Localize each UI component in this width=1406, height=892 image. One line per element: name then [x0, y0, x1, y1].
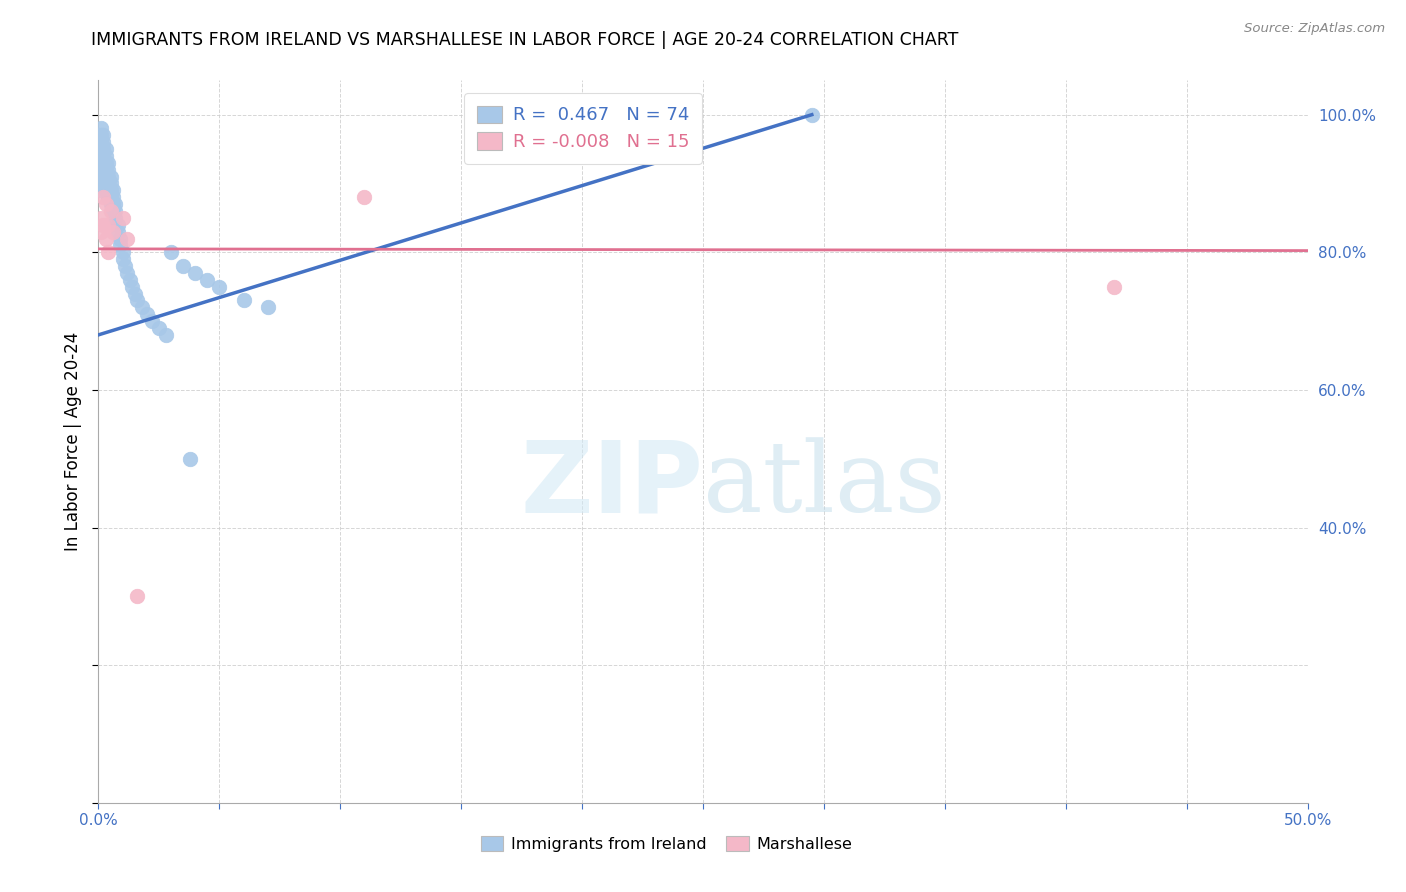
- Point: [94, 231, 117, 245]
- Point: [97, 190, 120, 204]
- Point: [155, 327, 177, 342]
- Point: [117, 266, 139, 280]
- Point: [91, 169, 114, 184]
- Point: [172, 259, 194, 273]
- Point: [91, 135, 114, 149]
- Point: [179, 451, 201, 466]
- Point: [160, 245, 183, 260]
- Point: [184, 266, 207, 280]
- Point: [91, 218, 114, 232]
- Point: [91, 162, 114, 177]
- Point: [148, 321, 170, 335]
- Point: [97, 218, 120, 232]
- Text: atlas: atlas: [703, 437, 946, 533]
- Point: [90, 149, 112, 163]
- Legend: Immigrants from Ireland, Marshallese: Immigrants from Ireland, Marshallese: [472, 828, 860, 860]
- Point: [127, 590, 149, 604]
- Text: IMMIGRANTS FROM IRELAND VS MARSHALLESE IN LABOR FORCE | AGE 20-24 CORRELATION CH: IMMIGRANTS FROM IRELAND VS MARSHALLESE I…: [91, 31, 959, 49]
- Point: [100, 204, 122, 219]
- Point: [90, 177, 112, 191]
- Point: [90, 162, 112, 177]
- Point: [101, 183, 124, 197]
- Point: [111, 245, 134, 260]
- Point: [90, 225, 112, 239]
- Point: [141, 314, 163, 328]
- Point: [87, 142, 110, 156]
- Point: [101, 190, 124, 204]
- Point: [91, 177, 114, 191]
- Point: [97, 162, 120, 177]
- Point: [127, 293, 149, 308]
- Point: [100, 197, 122, 211]
- Point: [97, 169, 120, 184]
- Point: [208, 279, 231, 293]
- Point: [90, 142, 112, 156]
- Point: [100, 183, 122, 197]
- Point: [94, 183, 117, 197]
- Point: [104, 211, 127, 225]
- Point: [131, 301, 153, 315]
- Point: [94, 156, 117, 170]
- Point: [100, 190, 122, 204]
- Point: [87, 135, 110, 149]
- Point: [100, 169, 122, 184]
- Point: [100, 177, 122, 191]
- Point: [90, 211, 112, 225]
- Point: [1102, 279, 1125, 293]
- Point: [256, 301, 278, 315]
- Point: [91, 128, 114, 143]
- Text: Source: ZipAtlas.com: Source: ZipAtlas.com: [1244, 22, 1385, 36]
- Point: [91, 149, 114, 163]
- Point: [800, 108, 823, 122]
- Point: [101, 204, 124, 219]
- Point: [91, 190, 114, 204]
- Point: [91, 156, 114, 170]
- Point: [104, 204, 127, 219]
- Point: [94, 162, 117, 177]
- Point: [107, 225, 129, 239]
- Point: [121, 279, 143, 293]
- Point: [87, 156, 110, 170]
- Text: ZIP: ZIP: [520, 436, 703, 533]
- Point: [111, 252, 134, 267]
- Point: [114, 259, 136, 273]
- Point: [94, 149, 117, 163]
- Point: [90, 156, 112, 170]
- Point: [94, 142, 117, 156]
- Point: [94, 177, 117, 191]
- Point: [87, 149, 110, 163]
- Y-axis label: In Labor Force | Age 20-24: In Labor Force | Age 20-24: [63, 332, 82, 551]
- Point: [91, 142, 114, 156]
- Point: [195, 273, 218, 287]
- Point: [104, 197, 127, 211]
- Point: [94, 197, 117, 211]
- Point: [94, 169, 117, 184]
- Point: [90, 135, 112, 149]
- Point: [90, 169, 112, 184]
- Point: [108, 231, 131, 245]
- Point: [232, 293, 254, 308]
- Point: [90, 121, 112, 136]
- Point: [135, 307, 157, 321]
- Point: [90, 183, 112, 197]
- Point: [107, 218, 129, 232]
- Point: [97, 183, 120, 197]
- Point: [101, 225, 124, 239]
- Point: [124, 286, 146, 301]
- Point: [353, 190, 375, 204]
- Point: [90, 128, 112, 143]
- Point: [118, 273, 141, 287]
- Point: [101, 197, 124, 211]
- Point: [117, 231, 139, 245]
- Point: [97, 156, 120, 170]
- Point: [97, 177, 120, 191]
- Point: [108, 238, 131, 252]
- Point: [97, 245, 120, 260]
- Point: [87, 128, 110, 143]
- Point: [111, 211, 134, 225]
